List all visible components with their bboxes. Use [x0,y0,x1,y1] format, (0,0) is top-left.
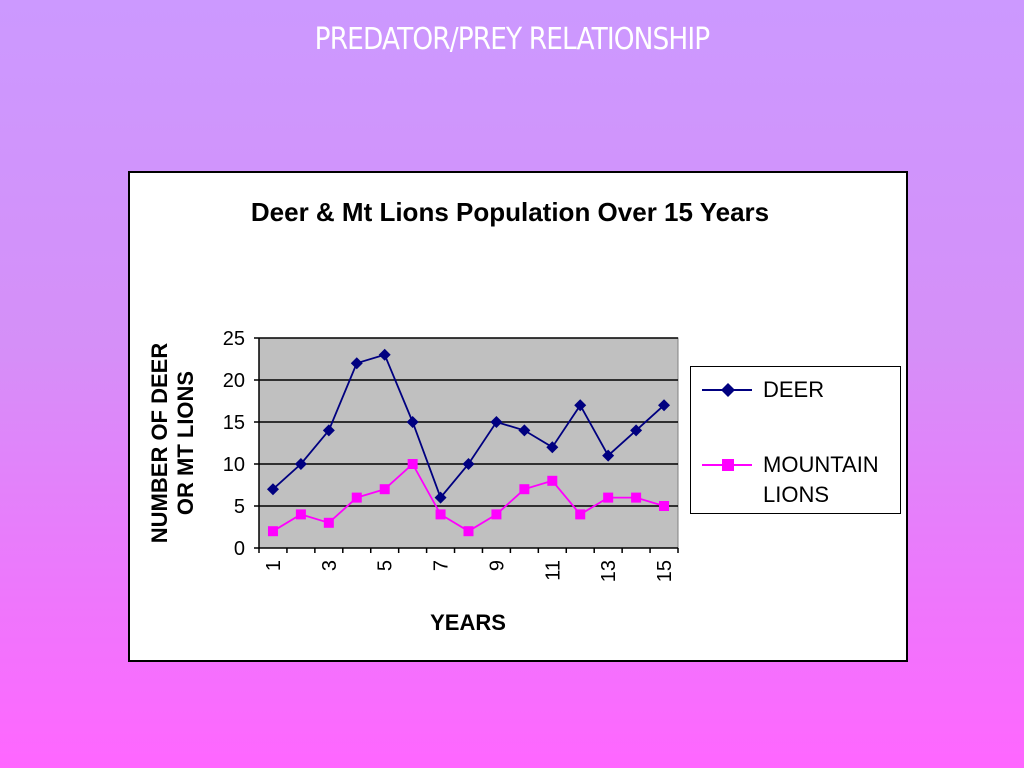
y-tick-label: 15 [223,412,245,434]
data-point-deer [350,357,363,370]
square-icon [722,459,734,471]
plot-area [258,337,679,549]
data-point-deer [490,416,503,428]
legend-label-mountain-lions: MOUNTAIN LIONS [763,452,879,507]
data-point-mountain-lions [267,526,278,537]
x-tick-label: 15 [654,560,676,582]
x-tick-label: 9 [486,560,508,571]
data-point-deer [658,399,671,412]
slide-title: PREDATOR/PREY RELATIONSHIP [314,22,711,57]
chart-title: Deer & Mt Lions Population Over 15 Years [250,197,770,227]
data-point-mountain-lions [491,509,502,520]
y-axis-title: NUMBER OF DEEROR MT LIONS [147,343,198,544]
data-point-mountain-lions [323,517,334,528]
data-point-deer [602,449,615,462]
x-tick-label: 7 [431,560,453,571]
data-point-deer [574,399,587,412]
data-point-mountain-lions [575,509,586,520]
y-tick-label: 5 [234,496,245,518]
data-point-mountain-lions [379,484,390,495]
data-point-mountain-lions [295,509,306,520]
data-point-mountain-lions [463,526,474,537]
data-point-deer [630,424,643,437]
data-point-deer [462,458,475,470]
x-tick-label: 13 [598,560,620,582]
data-point-mountain-lions [407,459,418,469]
data-point-deer [546,441,559,454]
data-point-deer [294,458,307,470]
data-point-mountain-lions [631,492,642,503]
y-tick-label: 25 [223,328,245,350]
data-point-deer [378,348,391,361]
data-point-mountain-lions [435,509,446,520]
data-point-deer [434,491,447,504]
data-point-mountain-lions [603,492,614,503]
chart-container: Deer & Mt Lions Population Over 15 Years… [128,171,908,662]
data-point-mountain-lions [659,501,670,511]
data-point-deer [406,416,419,428]
x-tick-label: 1 [263,560,285,571]
data-point-mountain-lions [547,475,558,486]
data-point-deer [322,424,335,437]
diamond-icon [721,383,735,397]
x-tick-label: 11 [542,560,564,581]
chart-legend: DEER MOUNTAIN LIONS [690,366,901,514]
y-tick-label: 0 [234,538,245,560]
data-point-deer [518,424,531,437]
x-axis-title: YEARS [430,610,506,635]
legend-label-deer: DEER [763,377,825,402]
x-tick-label: 5 [375,560,397,571]
x-tick-label: 3 [319,560,341,571]
data-point-deer [266,483,279,496]
data-point-mountain-lions [351,492,362,503]
data-point-mountain-lions [519,484,530,495]
y-tick-label: 10 [223,454,245,476]
y-tick-label: 20 [223,370,245,392]
